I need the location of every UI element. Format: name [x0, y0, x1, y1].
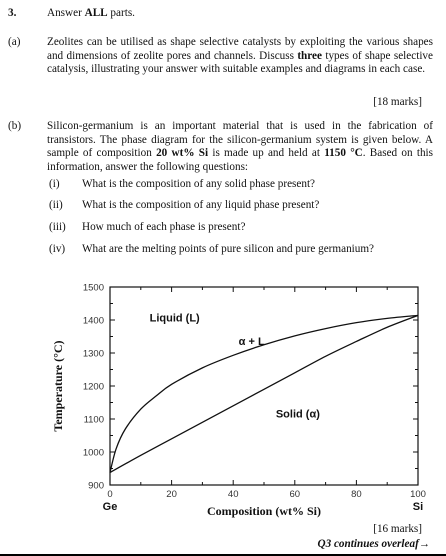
part-b-text: Silicon-germanium is an important materi… [47, 120, 433, 174]
x-tick-label: 40 [228, 489, 239, 500]
subq-label-ii: (ii) [49, 199, 63, 211]
part-b-bold-1: 20 wt% Si [156, 147, 209, 160]
y-tick-label: 1100 [84, 415, 104, 426]
subq-label-iii: (iii) [49, 221, 66, 233]
x-tick-label: 100 [410, 489, 426, 500]
solidus-curve [109, 314, 419, 474]
y-tick-label: 900 [88, 481, 104, 492]
liquidus-curve [109, 314, 419, 473]
part-b-marks: [16 marks] [373, 523, 422, 535]
x-end-label-si: Si [413, 501, 423, 513]
x-axis-title: Composition (wt% Si) [207, 504, 321, 518]
part-a-marks: [18 marks] [373, 96, 422, 108]
part-b-bold-2: 1150 °C [324, 147, 363, 160]
y-axis-title: Temperature (°C) [51, 340, 65, 431]
question-number: 3. [8, 7, 17, 19]
phase-diagram-svg: 0 20 40 60 80 100 900 1000 1100 1200 1300 1400 1500 L… [51, 283, 426, 519]
instruction-bold: ALL [84, 7, 108, 19]
subq-text-iii: How much of each phase is present? [82, 221, 246, 233]
subq-text-iv: What are the melting points of pure sili… [82, 243, 375, 255]
part-b-text-1: Silicon-germanium is an important materi… [47, 120, 433, 160]
part-b-label: (b) [8, 120, 22, 132]
part-b-text-2: is made up and held at [208, 147, 325, 160]
region-label-alpha-plus-liquid: α + L [239, 336, 265, 348]
y-tick-label: 1400 [83, 316, 104, 327]
phase-diagram: 0 20 40 60 80 100 900 1000 1100 1200 1300 1400 1500 L… [20, 270, 444, 522]
region-label-solid: Solid (α) [276, 408, 320, 420]
instruction-suffix: parts. [107, 7, 135, 19]
x-tick-label: 0 [107, 489, 112, 500]
x-tick-label: 20 [166, 489, 177, 500]
subq-label-i: (i) [49, 178, 60, 190]
part-a-bold: three [297, 49, 322, 62]
continues-note: Q3 continues overleaf→ [317, 538, 431, 550]
x-tick-label: 80 [351, 489, 362, 500]
part-a-text: Zeolites can be utilised as shape select… [47, 36, 433, 77]
part-a-text-1: Zeolites can be utilised as shape select… [47, 36, 433, 62]
part-b-text-3: . Based on this information, answer the … [47, 147, 433, 173]
part-a-label: (a) [8, 36, 21, 48]
y-tick-label: 1200 [83, 382, 104, 393]
subq-label-iv: (iv) [49, 243, 66, 255]
y-tick-label: 1500 [83, 283, 104, 294]
y-tick-label: 1300 [83, 349, 104, 360]
x-tick-label: 60 [290, 489, 301, 500]
subq-text-i: What is the composition of any solid pha… [82, 178, 316, 190]
region-label-liquid: Liquid (L) [150, 313, 200, 325]
y-tick-label: 1000 [83, 448, 104, 459]
part-a-text-2: types of shape selective catalysis, illu… [47, 49, 433, 76]
x-end-label-ge: Ge [103, 501, 118, 513]
page-bottom-rule [0, 554, 446, 556]
question-instruction: Answer ALL parts. [47, 7, 135, 21]
subq-text-ii: What is the composition of any liquid ph… [82, 199, 320, 211]
instruction-prefix: Answer [47, 7, 85, 19]
